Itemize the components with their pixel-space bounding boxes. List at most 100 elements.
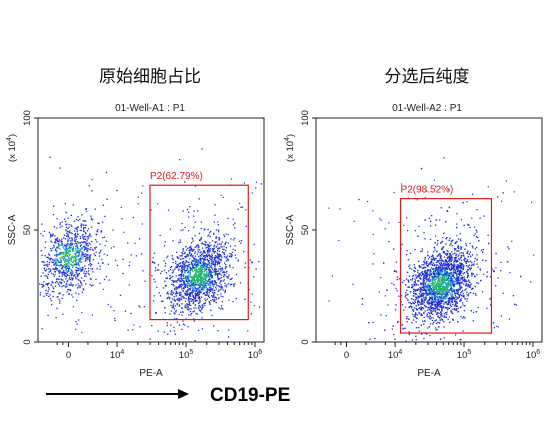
event-dot <box>427 284 429 286</box>
event-dot <box>431 304 433 306</box>
event-dot <box>429 272 431 275</box>
event-dot <box>172 271 174 273</box>
event-dot <box>220 284 222 286</box>
event-dot <box>172 280 174 282</box>
event-dot <box>65 272 67 274</box>
event-dot <box>163 260 165 262</box>
event-dot <box>63 274 65 276</box>
event-dot <box>459 267 462 269</box>
event-dot <box>442 315 444 317</box>
event-dot <box>434 297 436 299</box>
event-dot <box>455 277 457 280</box>
event-dot <box>61 297 63 300</box>
event-dot <box>65 269 67 272</box>
event-dot <box>429 302 431 304</box>
event-dot <box>67 259 69 261</box>
event-dot <box>55 242 57 244</box>
event-dot <box>67 233 69 235</box>
event-dot <box>230 253 232 255</box>
event-dot <box>50 249 53 251</box>
event-dot <box>448 275 451 277</box>
event-dot <box>179 255 181 257</box>
event-dot <box>75 255 77 257</box>
event-dot <box>196 260 198 263</box>
event-dot <box>201 254 203 256</box>
event-dot <box>182 287 184 290</box>
event-dot <box>397 320 399 323</box>
event-dot <box>78 249 80 252</box>
event-dot <box>422 281 425 283</box>
event-dot <box>437 273 440 275</box>
event-dot <box>253 305 255 307</box>
event-dot <box>428 288 430 291</box>
event-dot <box>444 277 446 279</box>
event-dot <box>207 288 209 290</box>
event-dot <box>444 280 447 282</box>
event-dot <box>75 278 77 280</box>
event-dot <box>438 278 440 280</box>
event-dot <box>94 208 96 210</box>
event-dot <box>452 272 455 274</box>
event-dot <box>202 250 205 252</box>
event-dot <box>208 246 210 248</box>
event-dot <box>200 277 202 279</box>
event-dot <box>421 248 423 250</box>
event-dot <box>62 273 64 275</box>
event-dot <box>91 190 93 192</box>
event-dot <box>195 296 197 299</box>
event-dot <box>46 268 48 271</box>
event-dot <box>202 282 205 284</box>
event-dot <box>212 271 214 273</box>
event-dot <box>182 264 184 266</box>
event-dot <box>211 280 214 282</box>
event-dot <box>178 278 180 281</box>
event-dot <box>187 293 189 295</box>
event-dot <box>229 255 231 257</box>
event-dot <box>184 272 186 274</box>
event-dot <box>210 290 212 292</box>
event-dot <box>99 243 101 245</box>
event-dot <box>52 247 54 249</box>
event-dot <box>208 289 210 291</box>
event-dot <box>201 317 203 319</box>
event-dot <box>189 276 191 278</box>
event-dot <box>44 247 46 249</box>
event-dot <box>210 248 212 250</box>
event-dot <box>142 185 144 187</box>
event-dot <box>180 270 182 272</box>
event-dot <box>191 255 193 258</box>
event-dot <box>181 268 183 270</box>
event-dot <box>231 277 233 279</box>
event-dot <box>189 284 191 287</box>
event-dot <box>63 247 65 250</box>
event-dot <box>51 303 53 306</box>
event-dot <box>188 274 190 276</box>
event-dot <box>453 277 455 279</box>
event-dot <box>428 262 431 265</box>
event-dot <box>56 239 58 241</box>
event-dot <box>430 258 433 260</box>
event-dot <box>56 218 58 220</box>
event-dot <box>195 284 197 286</box>
event-dot <box>418 275 420 277</box>
event-dot <box>209 271 211 273</box>
event-dot <box>437 277 439 279</box>
event-dot <box>52 295 54 298</box>
event-dot <box>409 302 412 304</box>
event-dot <box>474 233 477 235</box>
event-dot <box>418 330 420 332</box>
event-dot <box>436 272 439 274</box>
event-dot <box>450 263 452 265</box>
event-dot <box>187 306 189 308</box>
event-dot <box>215 282 217 284</box>
event-dot <box>135 255 138 257</box>
event-dot <box>89 259 91 262</box>
event-dot <box>190 247 193 250</box>
event-dot <box>183 264 186 266</box>
event-dot <box>124 310 126 312</box>
event-dot <box>184 285 187 287</box>
event-dot <box>414 293 416 295</box>
event-dot <box>225 256 227 258</box>
event-dot <box>441 264 444 267</box>
event-dot <box>188 265 190 267</box>
